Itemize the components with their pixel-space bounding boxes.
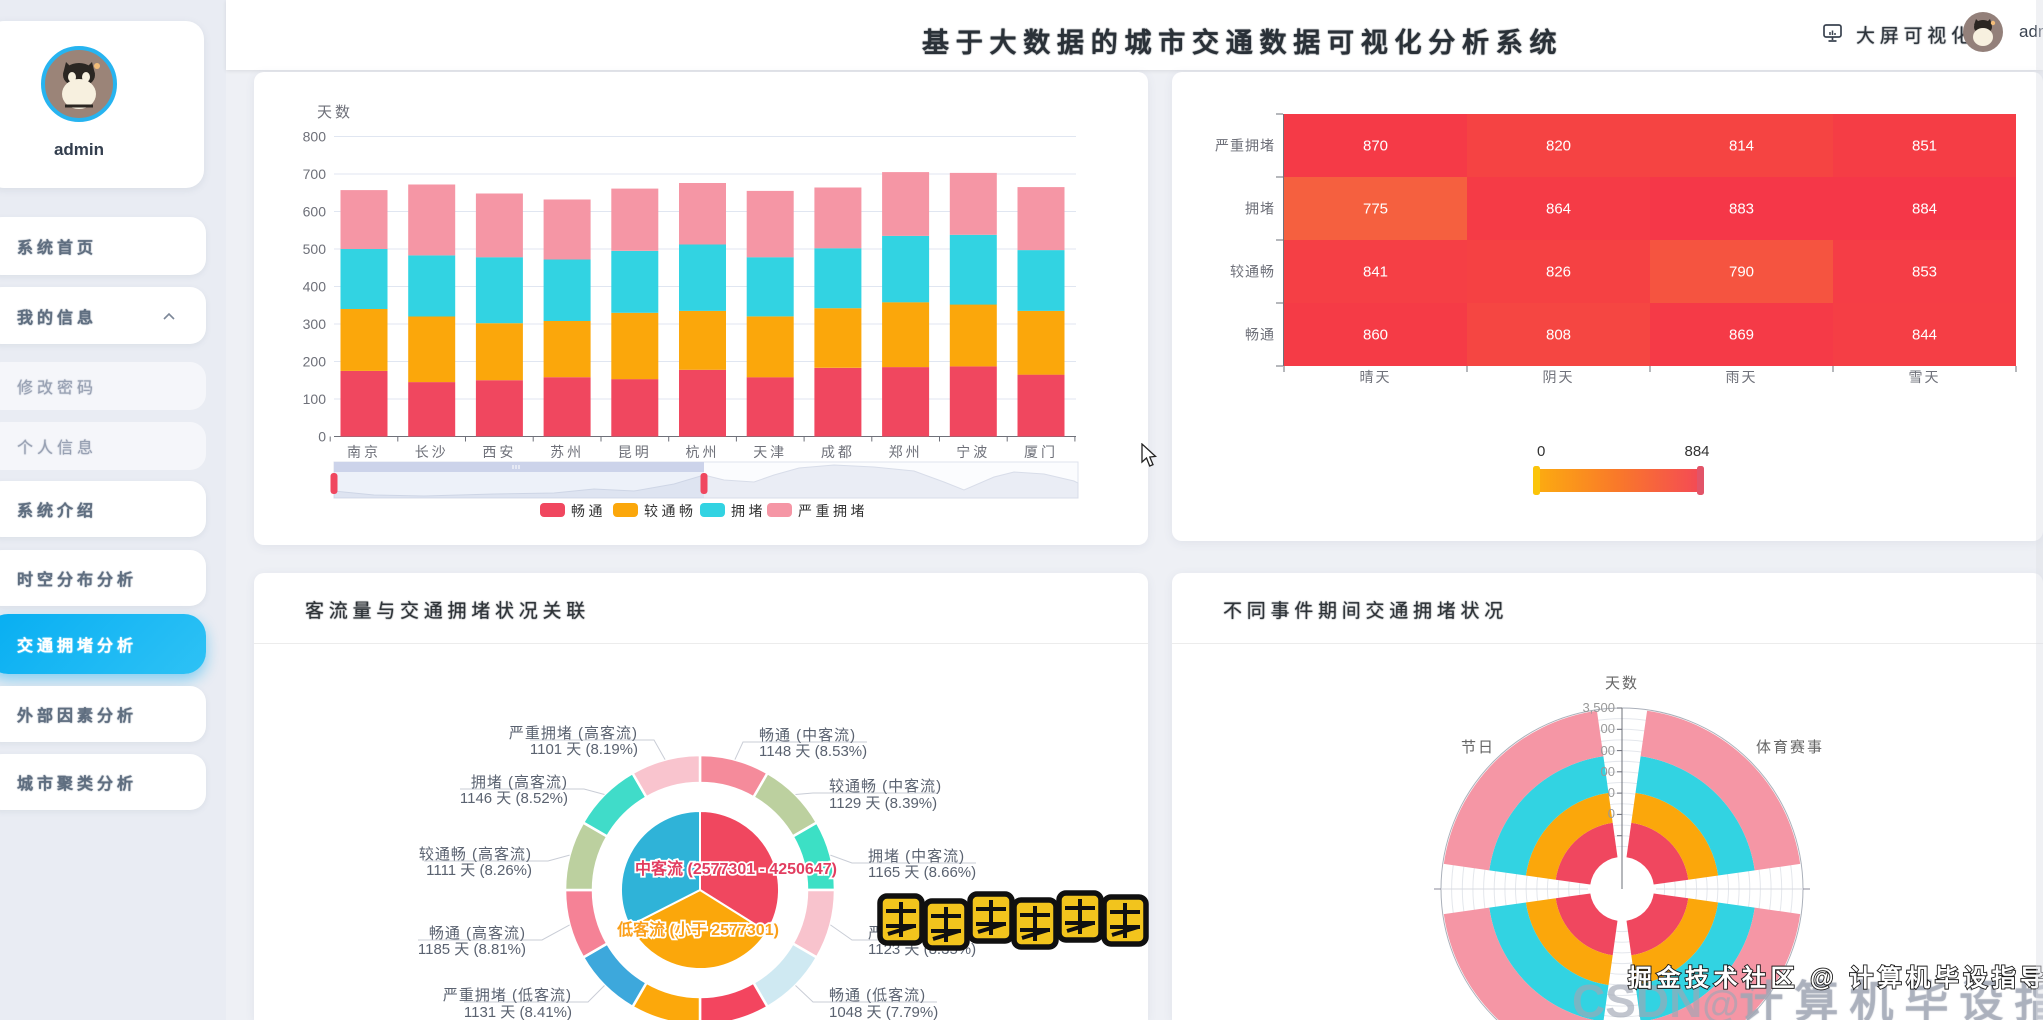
svg-text:820: 820 xyxy=(1546,138,1571,155)
svg-text:苏州: 苏州 xyxy=(550,444,584,460)
svg-text:0: 0 xyxy=(318,429,326,445)
svg-text:天数: 天数 xyxy=(317,104,353,121)
svg-text:1146 天 (8.52%): 1146 天 (8.52%) xyxy=(460,790,568,807)
svg-text:0: 0 xyxy=(1537,443,1545,460)
svg-text:100: 100 xyxy=(303,391,327,407)
svg-text:1148 天 (8.53%): 1148 天 (8.53%) xyxy=(759,743,867,760)
svg-text:南京: 南京 xyxy=(347,444,381,460)
svg-text:00: 00 xyxy=(1601,743,1615,758)
svg-text:节日: 节日 xyxy=(1461,739,1495,756)
svg-text:0: 0 xyxy=(1608,785,1615,800)
svg-text:阴天: 阴天 xyxy=(1543,369,1575,385)
svg-text:长沙: 长沙 xyxy=(415,444,449,460)
svg-text:790: 790 xyxy=(1729,264,1754,281)
svg-text:郑州: 郑州 xyxy=(889,444,923,460)
svg-text:拥堵: 拥堵 xyxy=(1245,201,1275,217)
svg-text:1165 天 (8.66%): 1165 天 (8.66%) xyxy=(868,864,976,881)
svg-text:500: 500 xyxy=(303,241,327,257)
svg-text:畅通 (中客流): 畅通 (中客流) xyxy=(759,727,856,744)
svg-text:较通畅: 较通畅 xyxy=(644,503,697,519)
svg-text:厦门: 厦门 xyxy=(1024,444,1058,460)
svg-text:00: 00 xyxy=(1601,764,1615,779)
svg-text:畅通: 畅通 xyxy=(1245,327,1275,343)
svg-text:严重拥堵: 严重拥堵 xyxy=(798,503,868,519)
svg-text:1185 天 (8.81%): 1185 天 (8.81%) xyxy=(418,941,526,958)
svg-text:869: 869 xyxy=(1729,327,1754,344)
svg-text:较通畅: 较通畅 xyxy=(1230,264,1275,280)
svg-text:1131 天 (8.41%): 1131 天 (8.41%) xyxy=(464,1004,572,1020)
svg-text:00: 00 xyxy=(1601,721,1615,736)
svg-text:严重拥堵 (低客流): 严重拥堵 (低客流) xyxy=(443,987,572,1004)
svg-text:拥堵: 拥堵 xyxy=(731,503,766,519)
svg-text:800: 800 xyxy=(303,129,327,145)
svg-text:1101 天 (8.19%): 1101 天 (8.19%) xyxy=(530,741,638,758)
svg-text:841: 841 xyxy=(1363,264,1388,281)
svg-text:884: 884 xyxy=(1912,201,1937,218)
svg-text:883: 883 xyxy=(1729,201,1754,218)
svg-text:拥堵 (中客流): 拥堵 (中客流) xyxy=(868,848,965,865)
svg-text:较通畅 (中客流): 较通畅 (中客流) xyxy=(829,777,942,795)
svg-text:拥堵 (高客流): 拥堵 (高客流) xyxy=(471,774,568,791)
svg-text:851: 851 xyxy=(1912,138,1937,155)
svg-text:掘金技术社区 @ 计算机毕设指导师: 掘金技术社区 @ 计算机毕设指导师 xyxy=(1628,964,2043,992)
svg-text:844: 844 xyxy=(1912,327,1937,344)
svg-text:畅通 (高客流): 畅通 (高客流) xyxy=(429,925,526,942)
svg-text:1129 天 (8.39%): 1129 天 (8.39%) xyxy=(829,795,937,812)
svg-text:1111 天 (8.26%): 1111 天 (8.26%) xyxy=(426,862,532,879)
svg-text:畅通 (低客流): 畅通 (低客流) xyxy=(829,987,926,1004)
svg-text:畅通: 畅通 xyxy=(571,503,606,519)
svg-text:杭州: 杭州 xyxy=(686,444,720,460)
svg-text:西安: 西安 xyxy=(482,444,516,460)
svg-text:严重拥堵 (高客流): 严重拥堵 (高客流) xyxy=(509,725,638,742)
svg-text:775: 775 xyxy=(1363,201,1388,218)
svg-text:成都: 成都 xyxy=(821,444,855,460)
svg-text:体育赛事: 体育赛事 xyxy=(1756,739,1824,756)
svg-text:700: 700 xyxy=(303,166,327,182)
svg-text:860: 860 xyxy=(1363,327,1388,344)
svg-text:400: 400 xyxy=(303,279,327,295)
svg-text:600: 600 xyxy=(303,204,327,220)
svg-text:853: 853 xyxy=(1912,264,1937,281)
svg-text:3,500: 3,500 xyxy=(1582,700,1615,715)
svg-text:严重拥堵: 严重拥堵 xyxy=(1215,138,1275,154)
svg-text:雪天: 雪天 xyxy=(1909,369,1941,385)
svg-text:较通畅 (高客流): 较通畅 (高客流) xyxy=(419,845,532,863)
svg-text:1048 天 (7.79%): 1048 天 (7.79%) xyxy=(829,1004,938,1020)
svg-text:826: 826 xyxy=(1546,264,1571,281)
svg-text:884: 884 xyxy=(1684,443,1709,460)
svg-text:870: 870 xyxy=(1363,138,1388,155)
svg-text:0: 0 xyxy=(1608,806,1615,821)
svg-text:晴天: 晴天 xyxy=(1360,369,1392,385)
svg-text:天数: 天数 xyxy=(1605,675,1639,692)
svg-text:中客流 (2577301 - 4250647): 中客流 (2577301 - 4250647) xyxy=(635,859,837,878)
svg-text:300: 300 xyxy=(303,316,327,332)
svg-text:天津: 天津 xyxy=(753,444,787,460)
svg-text:864: 864 xyxy=(1546,201,1571,218)
svg-text:宁波: 宁波 xyxy=(956,444,990,460)
svg-text:814: 814 xyxy=(1729,138,1754,155)
svg-text:雨天: 雨天 xyxy=(1726,369,1758,385)
svg-text:昆明: 昆明 xyxy=(618,444,652,460)
svg-text:200: 200 xyxy=(303,354,327,370)
svg-text:808: 808 xyxy=(1546,327,1571,344)
svg-text:低客流 (小于 2577301): 低客流 (小于 2577301) xyxy=(616,920,779,939)
